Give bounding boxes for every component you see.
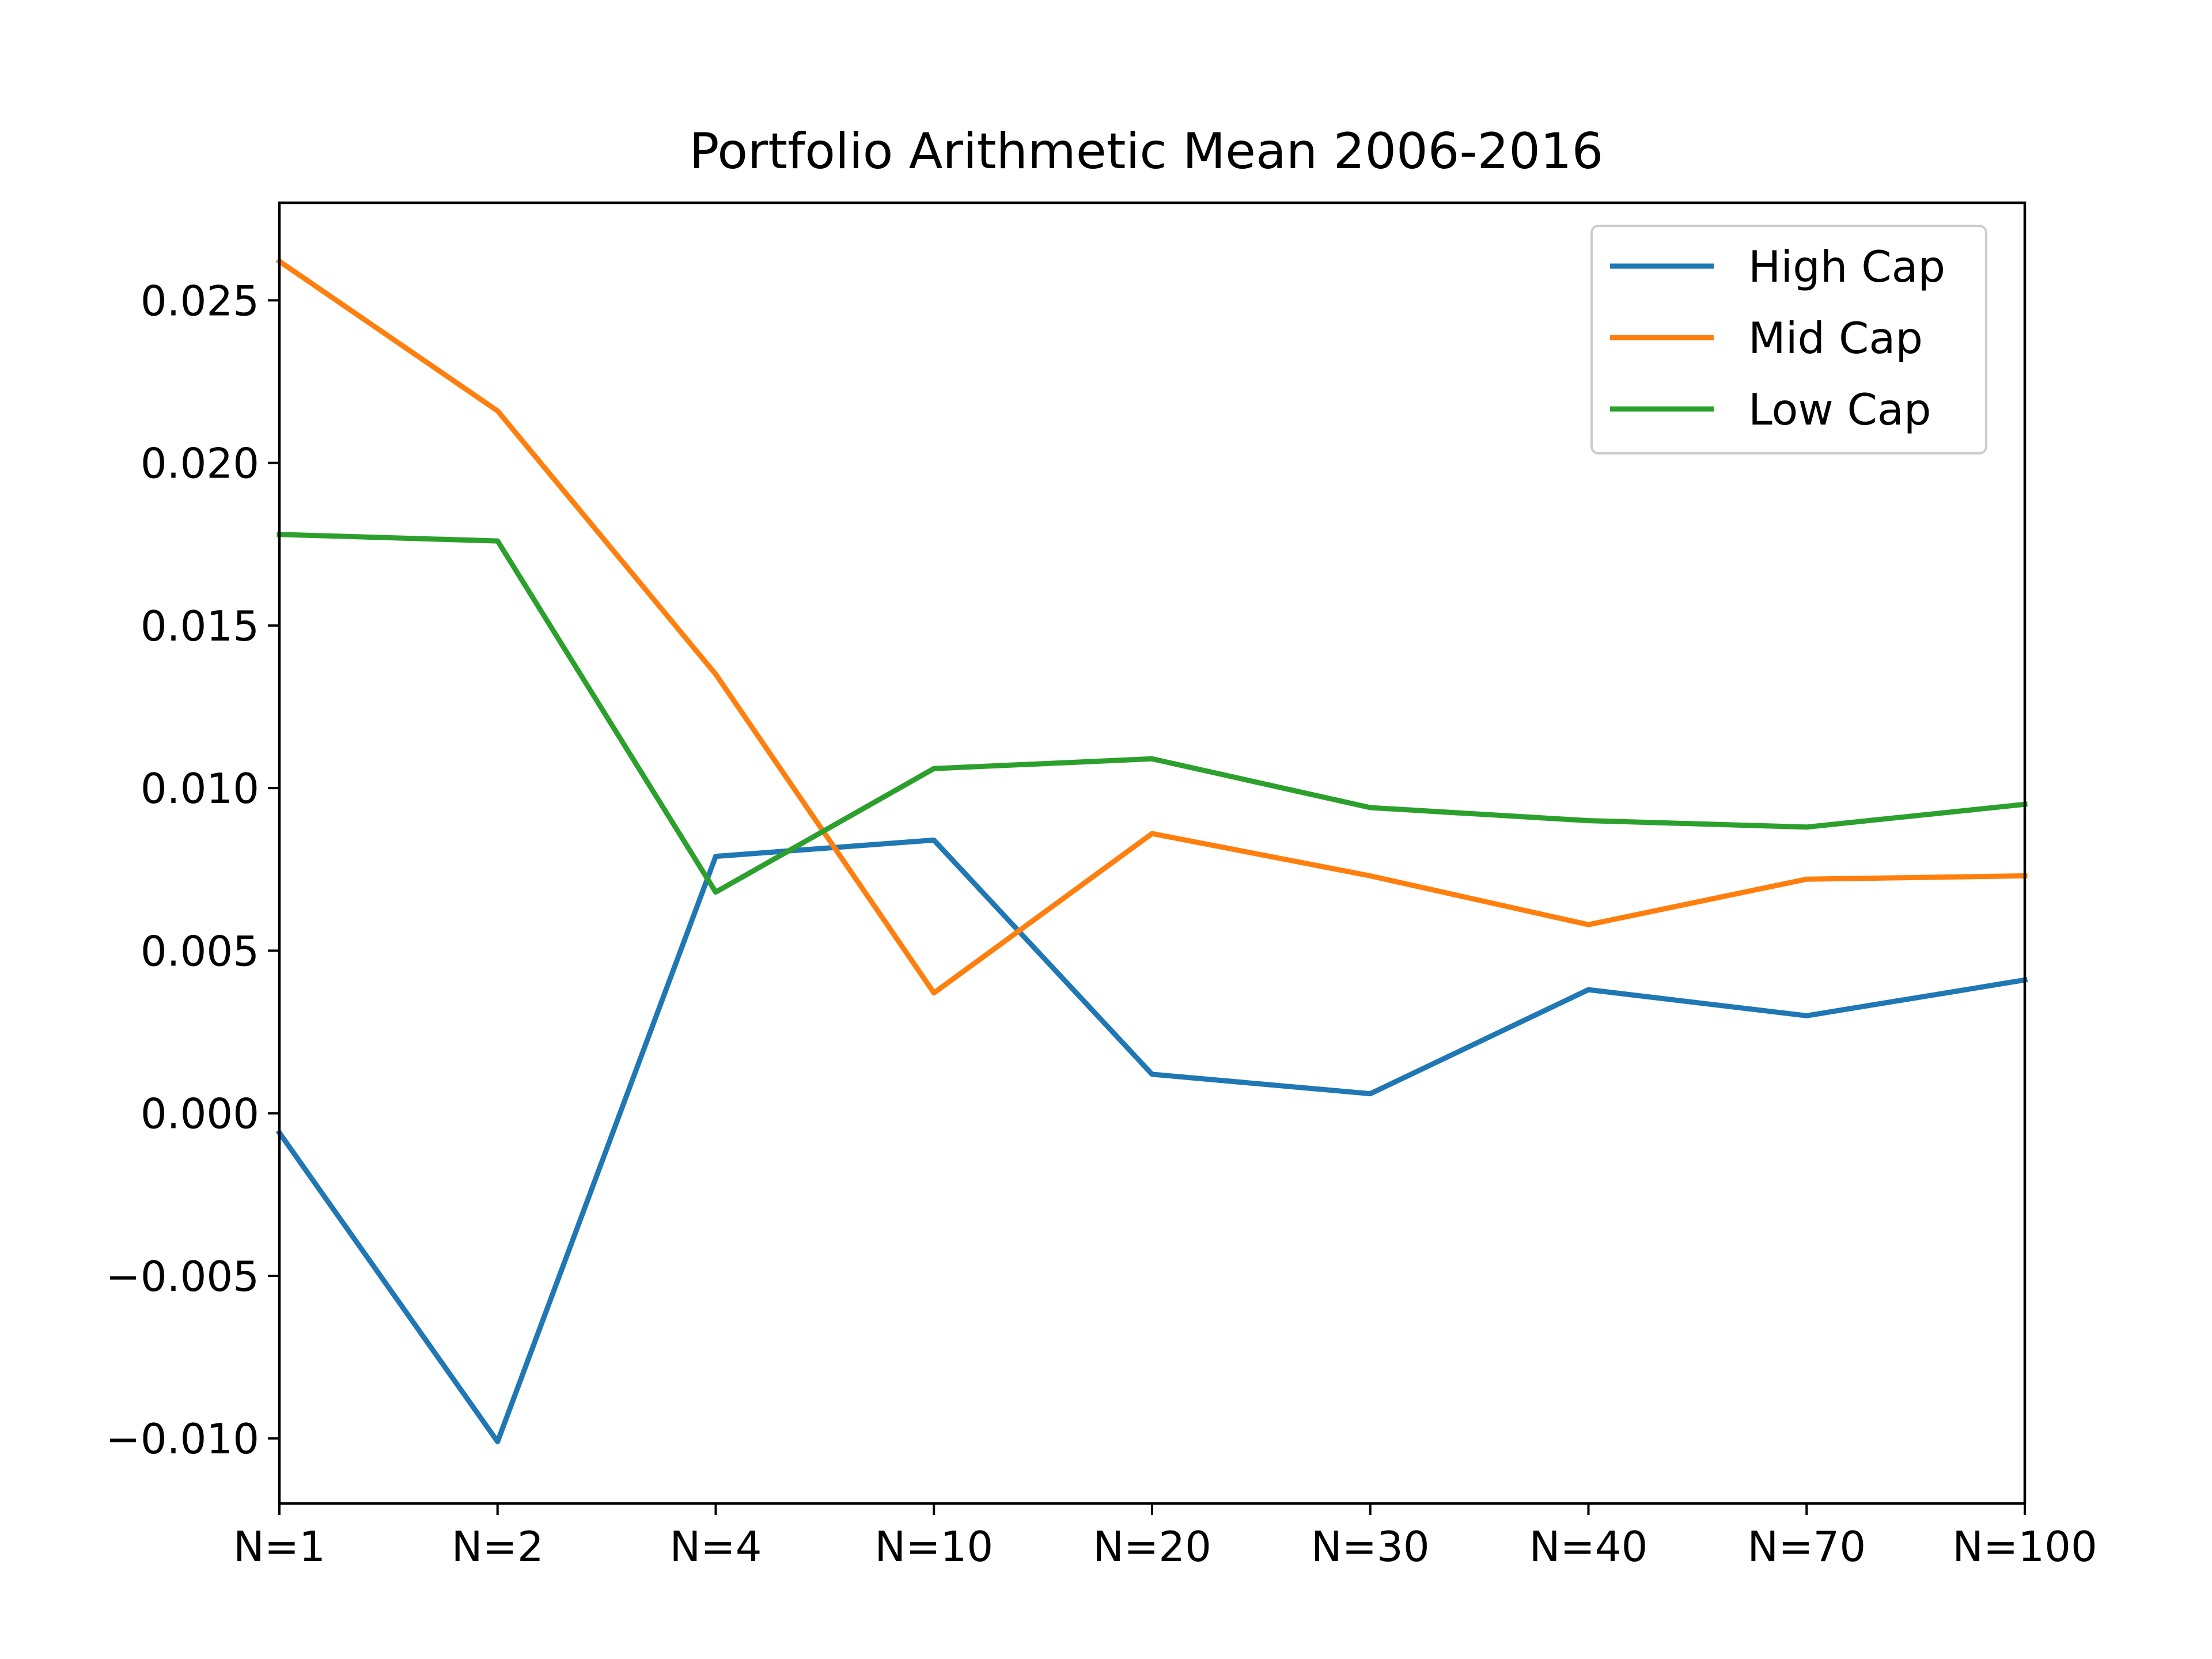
y-tick-label: 0.015 [141,602,259,650]
x-axis: N=1 N=2 N=4 N=10 N=20 N=30 N=40 N=70 N=100 [233,1503,2097,1571]
x-tick-label: N=4 [670,1522,762,1571]
x-tick-label: N=1 [233,1522,325,1571]
legend-label: Low Cap [1748,384,1931,435]
y-tick-label: 0.020 [141,440,259,488]
x-tick-label: N=2 [452,1522,544,1571]
legend: High Cap Mid Cap Low Cap [1590,225,1987,454]
x-tick-label: N=100 [1952,1522,2097,1571]
y-tick-label: 0.010 [141,764,259,813]
chart-title: Portfolio Arithmetic Mean 2006-2016 [690,123,1604,180]
x-tick-label: N=30 [1311,1522,1430,1571]
series-lines [275,257,2028,1445]
y-tick-label: −0.005 [106,1252,259,1301]
legend-label: Mid Cap [1748,313,1923,363]
y-tick-label: 0.025 [141,276,259,325]
y-tick-label: −0.010 [106,1415,259,1463]
x-tick-label: N=40 [1529,1522,1648,1571]
x-tick-label: N=70 [1747,1522,1866,1571]
y-axis: −0.010 −0.005 0.000 0.005 0.010 0.015 0.020 0.0… [106,276,279,1463]
x-tick-label: N=10 [874,1522,993,1571]
y-tick-label: 0.005 [141,927,259,975]
x-tick-label: N=20 [1093,1522,1211,1571]
legend-box [1590,225,1987,454]
y-tick-label: 0.000 [141,1090,259,1138]
legend-label: High Cap [1748,241,1945,292]
